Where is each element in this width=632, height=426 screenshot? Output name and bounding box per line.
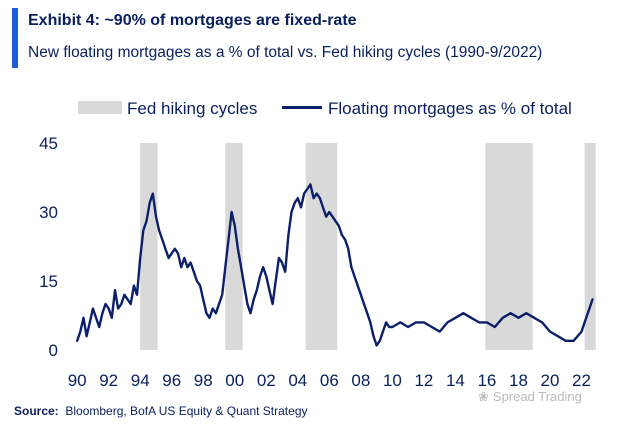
series-lines — [75, 183, 594, 347]
legend-label-hiking-cycles: Fed hiking cycles — [127, 99, 257, 118]
x-tick-label-16: 16 — [477, 371, 496, 390]
hiking-cycle-shade-2 — [305, 143, 338, 350]
hiking-cycle-shade-0 — [140, 143, 158, 350]
y-tick-label-45: 45 — [39, 134, 58, 153]
x-tick-label-92: 92 — [99, 371, 118, 390]
hiking-cycle-shade-4 — [584, 143, 596, 350]
series-line-floating-mortgages — [75, 183, 594, 347]
x-tick-label-98: 98 — [194, 371, 213, 390]
x-tick-label-12: 12 — [414, 371, 433, 390]
x-tick-label-02: 02 — [257, 371, 276, 390]
source-note: Source: Bloomberg, BofA US Equity & Quan… — [14, 404, 308, 418]
x-tick-label-90: 90 — [68, 371, 87, 390]
x-tick-label-20: 20 — [541, 371, 560, 390]
x-tick-label-00: 00 — [225, 371, 244, 390]
x-tick-label-04: 04 — [288, 371, 307, 390]
hiking-cycle-shade-3 — [485, 143, 533, 350]
chart-subtitle: New floating mortgages as a % of total v… — [28, 44, 543, 61]
chart-legend: Fed hiking cycles Floating mortgages as %… — [78, 99, 572, 118]
title-accent-bar — [12, 8, 18, 68]
x-axis-ticks: 90 92 94 96 98 00 02 04 06 08 10 12 14 16 18 20 22 — [68, 371, 591, 390]
watermark: ❀ Spread Trading — [478, 389, 582, 405]
x-tick-label-06: 06 — [320, 371, 339, 390]
x-tick-label-10: 10 — [383, 371, 402, 390]
hiking-cycle-shade-1 — [225, 143, 243, 350]
y-tick-label-15: 15 — [39, 272, 58, 291]
source-label: Source: — [14, 404, 59, 418]
legend-label-floating-mortgages: Floating mortgages as % of total — [328, 99, 572, 118]
wechat-icon: ❀ — [478, 389, 489, 404]
y-tick-label-0: 0 — [49, 341, 58, 360]
x-tick-label-96: 96 — [162, 371, 181, 390]
x-tick-label-94: 94 — [131, 371, 150, 390]
legend-swatch-hiking-cycles — [78, 101, 122, 114]
chart-title: Exhibit 4: ~90% of mortgages are fixed-r… — [28, 12, 357, 29]
y-tick-label-30: 30 — [39, 203, 58, 222]
source-text: Bloomberg, BofA US Equity & Quant Strate… — [65, 404, 308, 418]
watermark-text: Spread Trading — [492, 389, 582, 404]
x-tick-label-18: 18 — [509, 371, 528, 390]
x-tick-label-14: 14 — [446, 371, 465, 390]
y-axis-ticks: 0 15 30 45 — [39, 134, 58, 360]
x-tick-label-22: 22 — [572, 371, 591, 390]
x-tick-label-08: 08 — [351, 371, 370, 390]
